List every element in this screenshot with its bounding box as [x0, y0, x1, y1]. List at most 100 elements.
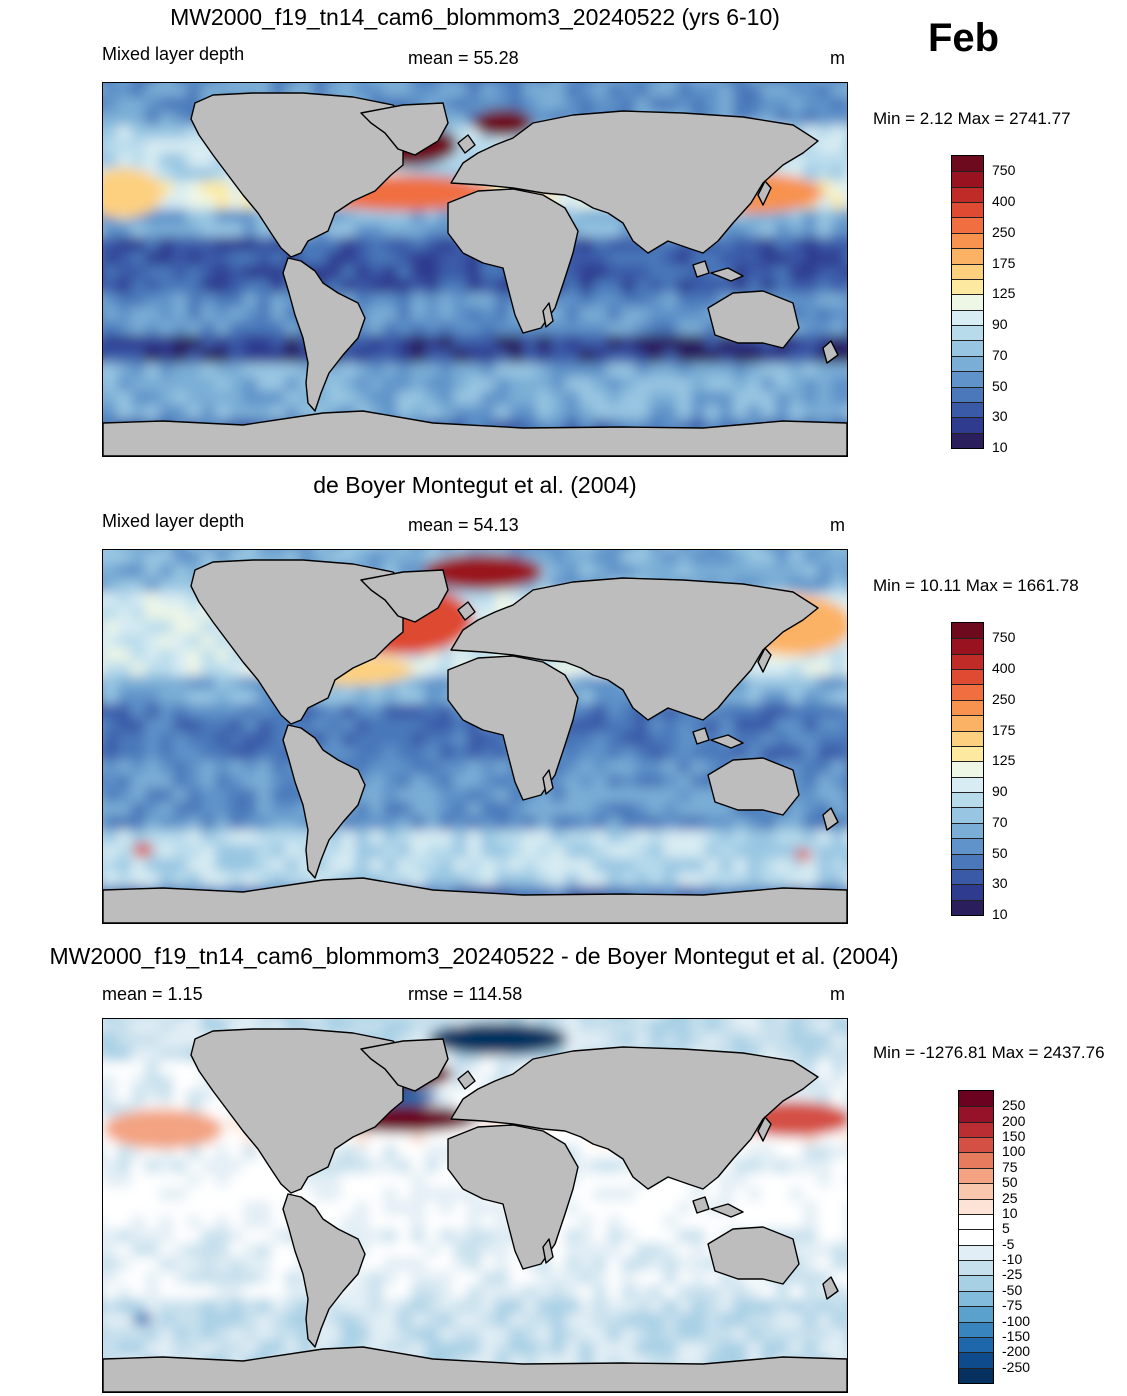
colorbar-tick-label: 30 — [992, 875, 1008, 892]
colorbar-swatch — [952, 715, 983, 731]
colorbar-swatch — [959, 1167, 993, 1184]
colorbar-tick-label: -5 — [1002, 1235, 1015, 1252]
colorbar-swatch — [959, 1198, 993, 1214]
colorbar-tick-label: 5 — [1002, 1220, 1010, 1237]
colorbar-swatch — [959, 1183, 993, 1199]
colorbar-swatch — [959, 1091, 993, 1107]
colorbar-tick-label: 175 — [992, 721, 1016, 738]
panel3-mean: mean = 1.15 — [102, 984, 203, 1004]
coastline — [190, 1028, 409, 1194]
colorbar-tick-label: 750 — [992, 629, 1016, 646]
colorbar-tick-label: 750 — [992, 162, 1016, 179]
colorbar-tick-label: 10 — [992, 906, 1008, 922]
map-canvas — [103, 83, 847, 456]
coastline — [707, 1226, 800, 1285]
colorbar-swatch — [952, 669, 983, 685]
map-canvas — [103, 550, 847, 923]
panel3-rmse: rmse = 114.58 — [408, 984, 523, 1004]
colorbar-tick-label: 75 — [1002, 1158, 1018, 1175]
colorbar-swatch — [952, 355, 983, 372]
colorbar-tick-label: -10 — [1002, 1251, 1023, 1268]
colorbar-swatch — [952, 309, 983, 326]
colorbar-tick-label: -75 — [1002, 1297, 1023, 1314]
colorbar-tick-label: 70 — [992, 813, 1008, 830]
coastline — [282, 1193, 366, 1348]
colorbar-swatch — [952, 417, 983, 433]
coastline — [190, 559, 409, 725]
colorbar-swatch — [952, 232, 983, 249]
coastline — [822, 340, 839, 364]
coastline — [692, 1196, 710, 1214]
field-anomaly — [133, 1313, 153, 1325]
colorbar-swatch — [952, 653, 983, 670]
panel2-units: m — [830, 515, 845, 535]
field-anomaly — [795, 849, 811, 861]
colorbar-tick-label: -150 — [1002, 1327, 1031, 1344]
coastline — [757, 647, 772, 673]
field-anomaly — [103, 168, 163, 218]
colorbar-swatch — [952, 623, 983, 639]
colorbar-tick-label: 125 — [992, 752, 1016, 769]
panel2-colorbar — [951, 622, 984, 916]
panel2-left-label: Mixed layer depth — [102, 511, 245, 531]
colorbar-swatch — [952, 792, 983, 808]
colorbar-tick-label: 100 — [1002, 1143, 1026, 1160]
colorbar-tick-label: -25 — [1002, 1266, 1023, 1283]
colorbar-swatch — [952, 761, 983, 777]
panel2-title: de Boyer Montegut et al. (2004) — [313, 472, 637, 498]
colorbar-tick-label: 200 — [1002, 1112, 1026, 1129]
colorbar-swatch — [952, 248, 983, 264]
colorbar-swatch — [952, 186, 983, 203]
coastline — [360, 569, 449, 623]
colorbar-tick-label: 125 — [992, 285, 1016, 302]
colorbar-tick-label: 250 — [992, 690, 1016, 707]
panel3-units: m — [830, 984, 845, 1004]
colorbar-swatch — [959, 1336, 993, 1353]
colorbar-swatch — [952, 638, 983, 654]
coastline — [360, 1038, 449, 1092]
colorbar-swatch — [952, 807, 983, 823]
colorbar-tick-label: 90 — [992, 316, 1008, 333]
colorbar-swatch — [959, 1352, 993, 1368]
field-anomaly — [103, 1109, 223, 1149]
colorbar-swatch — [952, 853, 983, 869]
colorbar-swatch — [952, 822, 983, 839]
panel3-minmax: Min = -1276.81 Max = 2437.76 — [873, 1043, 1105, 1062]
colorbar-swatch — [952, 325, 983, 341]
coastline — [282, 257, 366, 412]
panel2-minmax: Min = 10.11 Max = 1661.78 — [873, 576, 1079, 595]
coastline — [457, 1070, 476, 1090]
land-mask — [103, 1028, 847, 1392]
coastline — [360, 102, 449, 156]
colorbar-swatch — [952, 386, 983, 402]
colorbar-swatch — [952, 776, 983, 793]
month-label: Feb — [928, 16, 1000, 60]
colorbar-tick-label: 10 — [1002, 1204, 1018, 1221]
colorbar-swatch — [952, 699, 983, 716]
colorbar-swatch — [959, 1213, 993, 1230]
colorbar-swatch — [959, 1152, 993, 1168]
field-anomaly — [423, 554, 543, 590]
colorbar-tick-label: 50 — [992, 377, 1008, 394]
colorbar-tick-label: 250 — [992, 223, 1016, 240]
coastline — [707, 757, 800, 816]
colorbar-swatch — [952, 340, 983, 356]
land-mask — [103, 559, 847, 923]
coastline — [450, 577, 819, 721]
coastline — [282, 724, 366, 879]
coastline — [707, 290, 800, 349]
colorbar-swatch — [952, 868, 983, 885]
colorbar-swatch — [952, 838, 983, 854]
colorbar-swatch — [952, 745, 983, 762]
coastline — [822, 1276, 839, 1300]
colorbar-swatch — [952, 217, 983, 233]
coastline — [450, 110, 819, 254]
coastline — [457, 134, 476, 154]
panel3-map — [102, 1018, 848, 1393]
colorbar-tick-label: 50 — [992, 844, 1008, 861]
colorbar-swatch — [959, 1244, 993, 1261]
colorbar-tick-label: -200 — [1002, 1343, 1031, 1360]
colorbar-tick-label: -50 — [1002, 1281, 1023, 1298]
colorbar-swatch — [959, 1121, 993, 1138]
field-anomaly — [473, 109, 533, 137]
